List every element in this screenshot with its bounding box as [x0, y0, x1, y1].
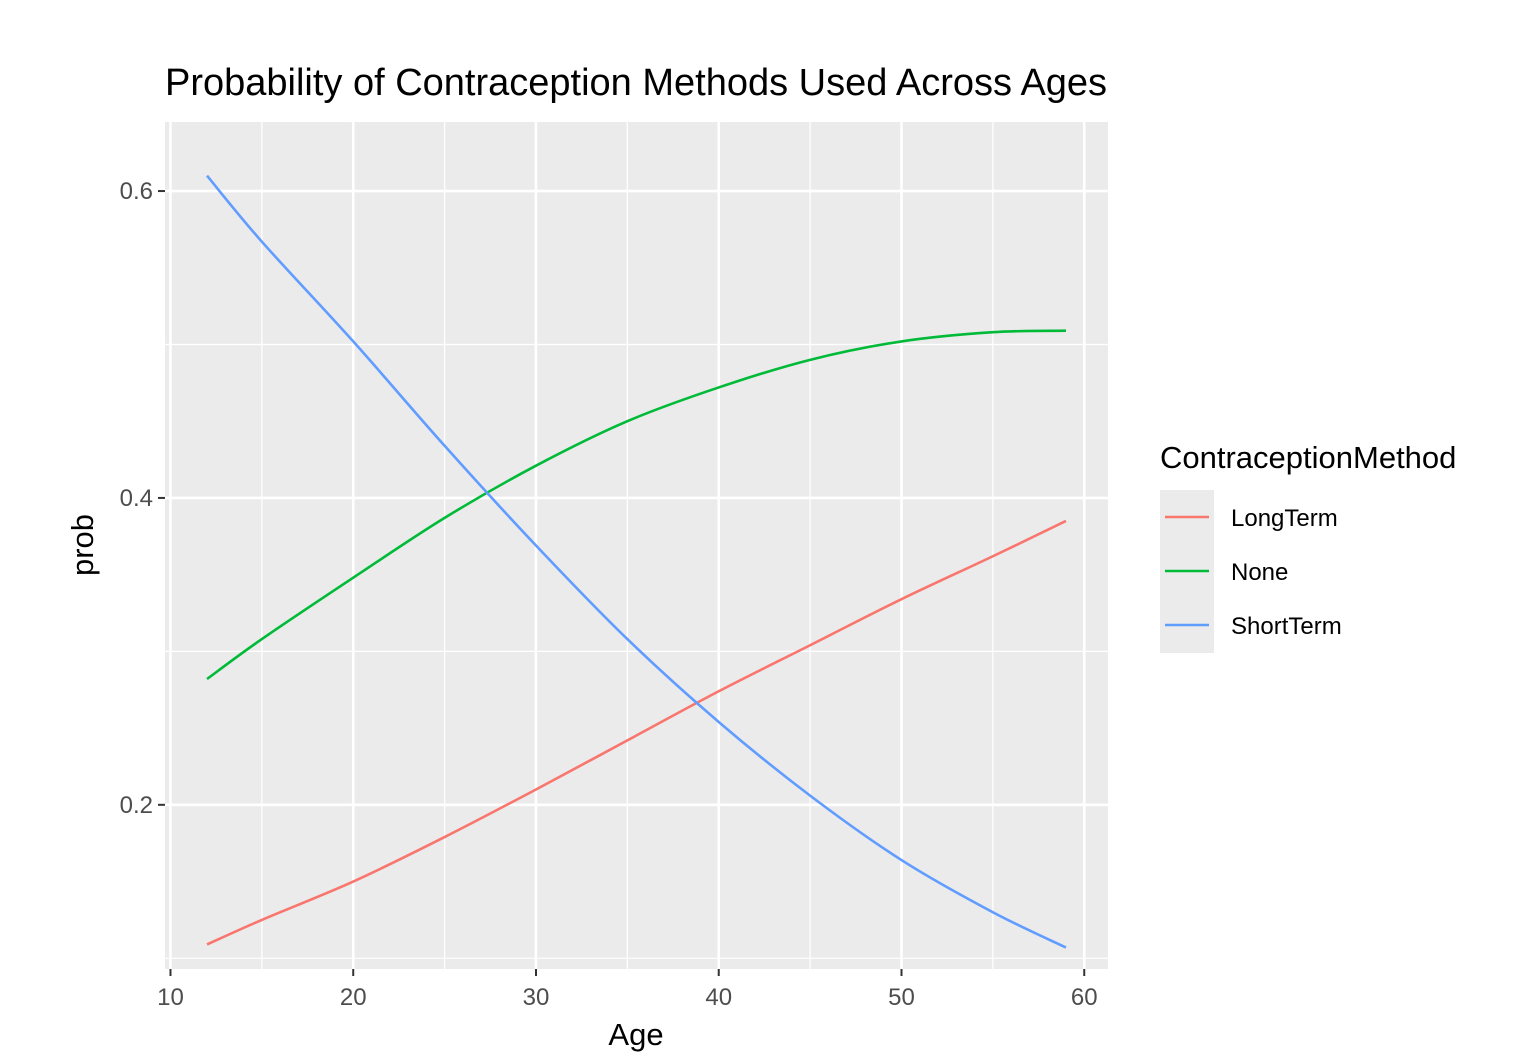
chart-title: Probability of Contraception Methods Use… — [165, 62, 1107, 104]
legend-label-shortterm: ShortTerm — [1231, 613, 1342, 640]
x-tick-label: 60 — [1071, 984, 1098, 1011]
legend-label-none: None — [1231, 559, 1288, 586]
y-tick-label: 0.6 — [120, 178, 153, 205]
x-tick-label: 50 — [888, 984, 915, 1011]
y-tick-label: 0.4 — [120, 485, 153, 512]
x-axis-title: Age — [608, 1017, 663, 1052]
x-tick-label: 40 — [705, 984, 732, 1011]
y-tick-label: 0.2 — [120, 792, 153, 819]
legend: ContraceptionMethod LongTerm None ShortTer… — [1160, 440, 1456, 653]
plot-panel — [165, 122, 1108, 969]
series-line-none — [206, 329, 1066, 681]
series-layer — [206, 174, 1067, 949]
x-tick-label: 30 — [523, 984, 550, 1011]
gridlines — [165, 122, 1108, 969]
axes-layer: 10 20 30 40 50 60 0.2 0.4 0.6 — [120, 178, 1098, 1011]
series-line-shortterm — [206, 174, 1067, 949]
x-tick-label: 20 — [340, 984, 367, 1011]
series-line-longterm — [206, 519, 1067, 946]
y-axis-title: prob — [65, 514, 100, 576]
legend-label-longterm: LongTerm — [1231, 505, 1338, 532]
x-tick-label: 10 — [157, 984, 184, 1011]
legend-title: ContraceptionMethod — [1160, 440, 1456, 475]
